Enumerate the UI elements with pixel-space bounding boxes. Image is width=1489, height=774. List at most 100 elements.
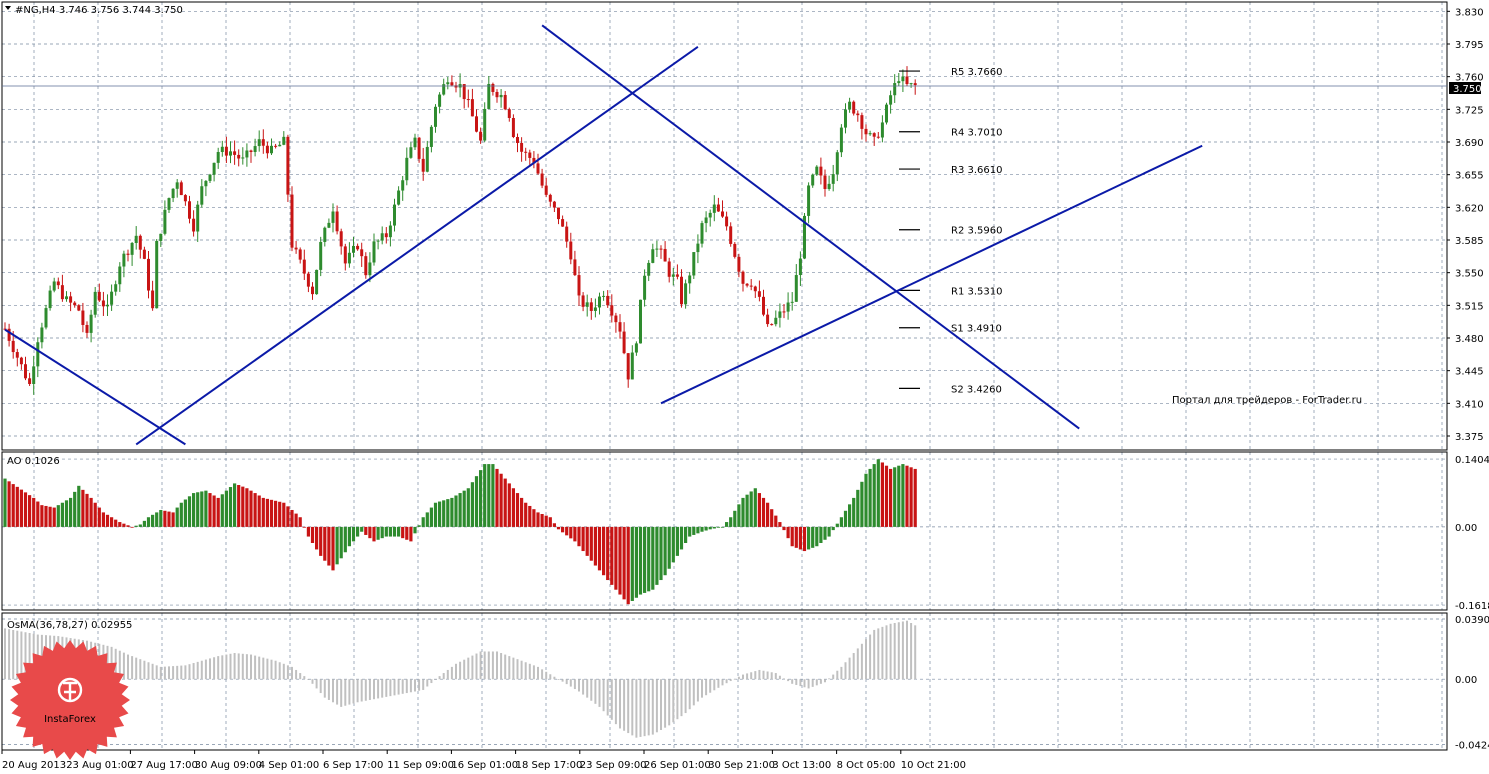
candle-body — [757, 291, 761, 297]
ao-bar — [802, 526, 807, 552]
ao-bar — [474, 476, 479, 527]
osma-bar — [315, 679, 318, 689]
candle-body — [315, 269, 319, 295]
candle-body — [577, 275, 581, 296]
candle-body — [581, 295, 585, 307]
candle — [913, 79, 917, 95]
candle-body — [384, 233, 388, 238]
pivot-label: R2 3.5960 — [951, 226, 1002, 237]
candle — [876, 132, 880, 139]
ao-bar — [163, 510, 167, 527]
osma-bar — [426, 679, 429, 687]
dropdown-arrow-icon[interactable] — [5, 6, 11, 10]
candle-body — [495, 91, 499, 98]
ao-bar — [511, 488, 515, 527]
candle — [52, 277, 56, 293]
osma-bar — [405, 679, 408, 694]
candle — [565, 221, 569, 248]
ao-bar — [397, 526, 401, 537]
candle — [306, 271, 310, 293]
candle-body — [311, 286, 314, 295]
candle-body — [7, 328, 11, 341]
candle — [212, 162, 216, 182]
candle — [372, 233, 376, 266]
ao-bar — [388, 526, 392, 537]
osma-bar — [463, 659, 466, 680]
ao-bar — [589, 526, 593, 561]
ao-bar — [520, 497, 524, 527]
ao-bar — [220, 494, 224, 527]
osma-bar — [319, 679, 322, 694]
candle — [819, 157, 823, 185]
ao-bar — [737, 504, 741, 527]
candle — [606, 290, 610, 308]
ao-bar — [85, 493, 89, 527]
candle — [844, 103, 847, 134]
ao-bar — [581, 526, 585, 552]
candle-body — [97, 291, 101, 301]
candle-body — [442, 84, 446, 95]
candle — [626, 353, 630, 388]
ao-bar — [93, 502, 97, 527]
ao-bar — [548, 517, 552, 527]
candle — [302, 249, 306, 280]
candle — [343, 243, 347, 271]
candle-body — [253, 146, 257, 153]
candle — [762, 289, 765, 317]
candle — [479, 127, 483, 144]
candle — [175, 179, 179, 198]
candle — [483, 102, 487, 143]
candle — [216, 147, 220, 169]
candle — [651, 243, 655, 264]
candle-body — [36, 342, 40, 367]
candle-body — [528, 152, 532, 158]
candle-body — [569, 241, 573, 260]
ao-bar — [753, 488, 757, 527]
chart-title[interactable]: #NG,H4 3.746 3.756 3.744 3.750 — [5, 5, 183, 16]
osma-bar — [475, 653, 478, 680]
candle-body — [815, 166, 819, 175]
ao-bar — [60, 502, 64, 527]
ao-bar — [462, 490, 466, 527]
osma-bar — [541, 669, 544, 680]
candle — [65, 291, 68, 302]
candle-body — [167, 198, 171, 210]
osma-bar — [590, 679, 593, 701]
candle — [511, 114, 515, 139]
instaforex-logo: InstaForex — [10, 640, 130, 760]
osma-bar — [889, 623, 892, 680]
candle-body — [630, 352, 634, 380]
candle-body — [901, 76, 905, 82]
ao-bar — [741, 497, 745, 527]
ao-bar — [470, 482, 474, 527]
osma-bar — [393, 679, 396, 696]
candle-body — [446, 82, 450, 85]
ao-bar — [151, 514, 155, 527]
candle-body — [65, 296, 68, 300]
candle-body — [782, 311, 786, 313]
candle-body — [48, 290, 52, 309]
candle-body — [684, 283, 688, 305]
osma-bar — [200, 660, 203, 680]
osma-bar — [434, 679, 437, 680]
osma-bar — [455, 663, 457, 680]
osma-bar — [450, 666, 453, 680]
candle-body — [319, 241, 323, 270]
candle — [548, 193, 552, 207]
osma-bar — [885, 625, 888, 680]
candle — [77, 304, 81, 312]
candle — [278, 141, 282, 147]
candle — [101, 291, 105, 316]
osma-bar — [106, 645, 109, 680]
osma-bar — [869, 634, 872, 680]
ao-bar — [126, 525, 130, 527]
candle-body — [708, 212, 712, 218]
osma-bar — [159, 666, 162, 680]
osma-bar — [688, 679, 691, 710]
candle-body — [388, 225, 392, 238]
candle — [384, 227, 388, 244]
price-tick-label: 3.375 — [1455, 432, 1484, 443]
candle — [901, 69, 905, 93]
osma-bar — [520, 660, 523, 680]
ao-bar — [257, 495, 261, 527]
